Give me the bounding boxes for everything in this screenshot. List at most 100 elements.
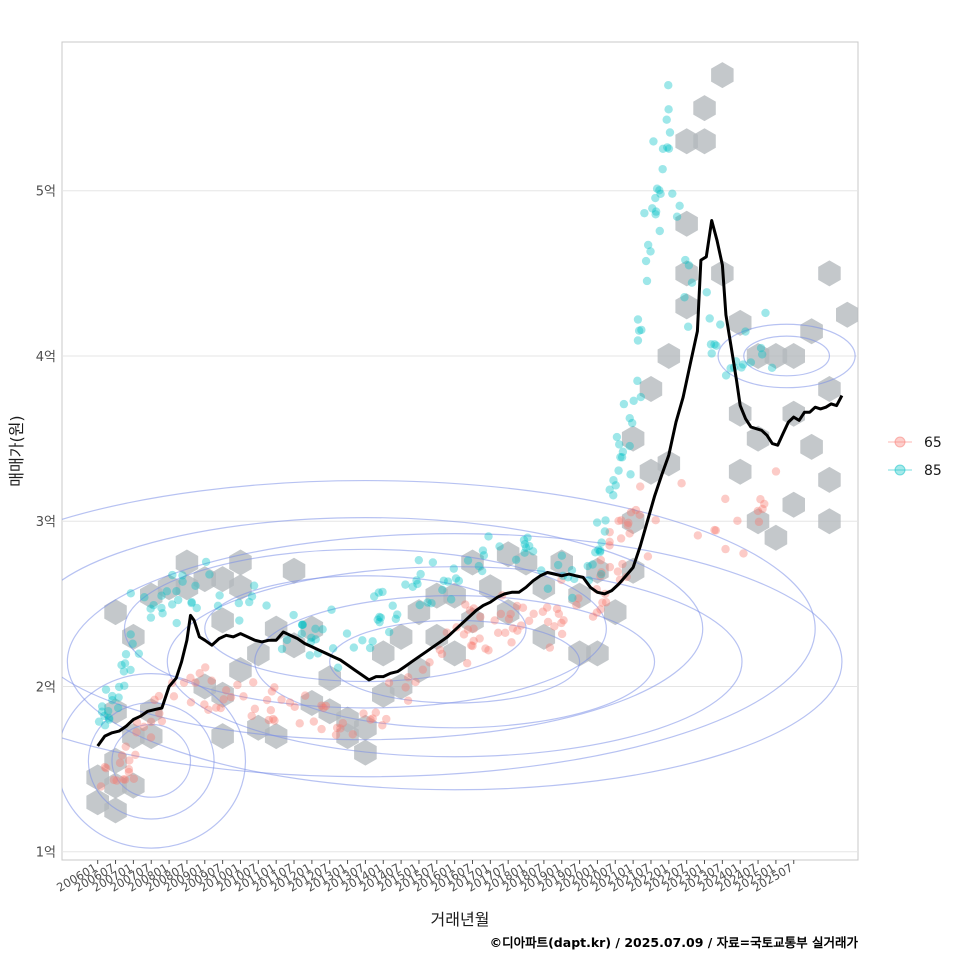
density-contours — [62, 323, 856, 849]
point-85 — [495, 542, 504, 551]
point-85 — [167, 600, 177, 609]
hex-bin — [318, 665, 341, 692]
point-65 — [625, 529, 634, 538]
point-65 — [592, 608, 602, 617]
hex-bin — [586, 557, 609, 584]
point-65 — [411, 677, 420, 687]
point-85 — [427, 599, 436, 608]
point-65 — [508, 624, 518, 633]
point-85 — [262, 601, 271, 610]
point-85 — [663, 143, 672, 152]
point-85 — [205, 570, 214, 579]
point-85 — [119, 667, 129, 676]
point-85 — [172, 618, 181, 628]
point-65 — [753, 506, 763, 516]
point-85 — [342, 629, 352, 638]
hex-bin — [657, 343, 681, 369]
point-85 — [611, 481, 620, 490]
point-65 — [651, 516, 660, 525]
point-85 — [756, 343, 766, 353]
point-85 — [519, 535, 529, 545]
hex-bin — [389, 623, 413, 650]
point-85 — [680, 293, 689, 302]
y-tick-label: 2억 — [36, 680, 56, 695]
point-85 — [528, 547, 538, 556]
point-85 — [675, 201, 684, 210]
point-85 — [307, 633, 316, 642]
density-contour-85 — [62, 480, 816, 778]
hex-bin — [675, 210, 698, 237]
point-65 — [623, 520, 632, 530]
point-65 — [403, 673, 413, 682]
point-65 — [186, 673, 195, 683]
point-85 — [596, 546, 605, 555]
point-85 — [104, 715, 114, 724]
point-65 — [710, 525, 719, 535]
hex-bin — [104, 797, 127, 824]
point-85 — [738, 360, 748, 369]
point-65 — [617, 516, 626, 525]
point-65 — [484, 646, 493, 655]
point-85 — [297, 620, 307, 630]
point-85 — [605, 485, 614, 494]
point-85 — [656, 189, 665, 199]
point-85 — [375, 617, 384, 627]
point-85 — [369, 592, 379, 601]
point-65 — [605, 541, 614, 550]
point-65 — [247, 711, 256, 721]
point-85 — [114, 693, 123, 702]
point-65 — [201, 663, 210, 672]
point-65 — [403, 696, 413, 705]
hex-bin — [211, 566, 234, 593]
point-85 — [633, 376, 642, 386]
point-65 — [317, 701, 326, 710]
hex-bin — [372, 640, 395, 667]
plot-panel — [61, 41, 859, 861]
hex-bin — [746, 343, 770, 369]
point-85 — [103, 706, 113, 716]
point-85 — [375, 612, 384, 622]
caption: ©디아파트(dapt.kr) / 2025.07.09 / 자료=국토교통부 실… — [490, 935, 859, 950]
point-65 — [754, 517, 764, 527]
point-65 — [771, 467, 781, 476]
point-65 — [321, 701, 331, 711]
point-65 — [300, 691, 310, 700]
hex-bin — [782, 343, 805, 369]
hex-bin — [443, 640, 466, 667]
point-85 — [187, 597, 196, 607]
point-85 — [648, 204, 657, 213]
point-85 — [672, 212, 682, 221]
point-85 — [662, 115, 671, 124]
point-65 — [481, 644, 490, 653]
point-85 — [511, 555, 521, 564]
point-65 — [216, 703, 225, 713]
point-85 — [612, 432, 622, 442]
hex-bin — [675, 293, 698, 320]
point-85 — [649, 137, 658, 146]
point-85 — [721, 371, 731, 380]
point-65 — [552, 604, 562, 614]
point-65 — [425, 658, 434, 667]
point-85 — [651, 207, 661, 216]
y-tick-label: 3억 — [36, 515, 56, 530]
point-65 — [756, 495, 765, 504]
point-85 — [97, 702, 107, 711]
point-65 — [120, 775, 130, 784]
point-85 — [594, 545, 603, 554]
point-85 — [378, 587, 387, 597]
hex-bin — [211, 681, 234, 708]
hex-bin — [282, 557, 306, 584]
density-contour-85 — [123, 548, 607, 709]
point-85 — [588, 560, 597, 569]
y-tick-label: 5억 — [36, 185, 56, 200]
point-65 — [760, 499, 769, 509]
hex-bin — [86, 764, 109, 791]
hex-bin — [318, 698, 341, 725]
point-85 — [567, 566, 577, 575]
point-85 — [120, 659, 130, 668]
point-65 — [733, 516, 742, 525]
hex-bin — [425, 623, 449, 650]
legend-key-65 — [894, 436, 906, 448]
point-85 — [687, 278, 697, 287]
point-65 — [557, 629, 567, 639]
